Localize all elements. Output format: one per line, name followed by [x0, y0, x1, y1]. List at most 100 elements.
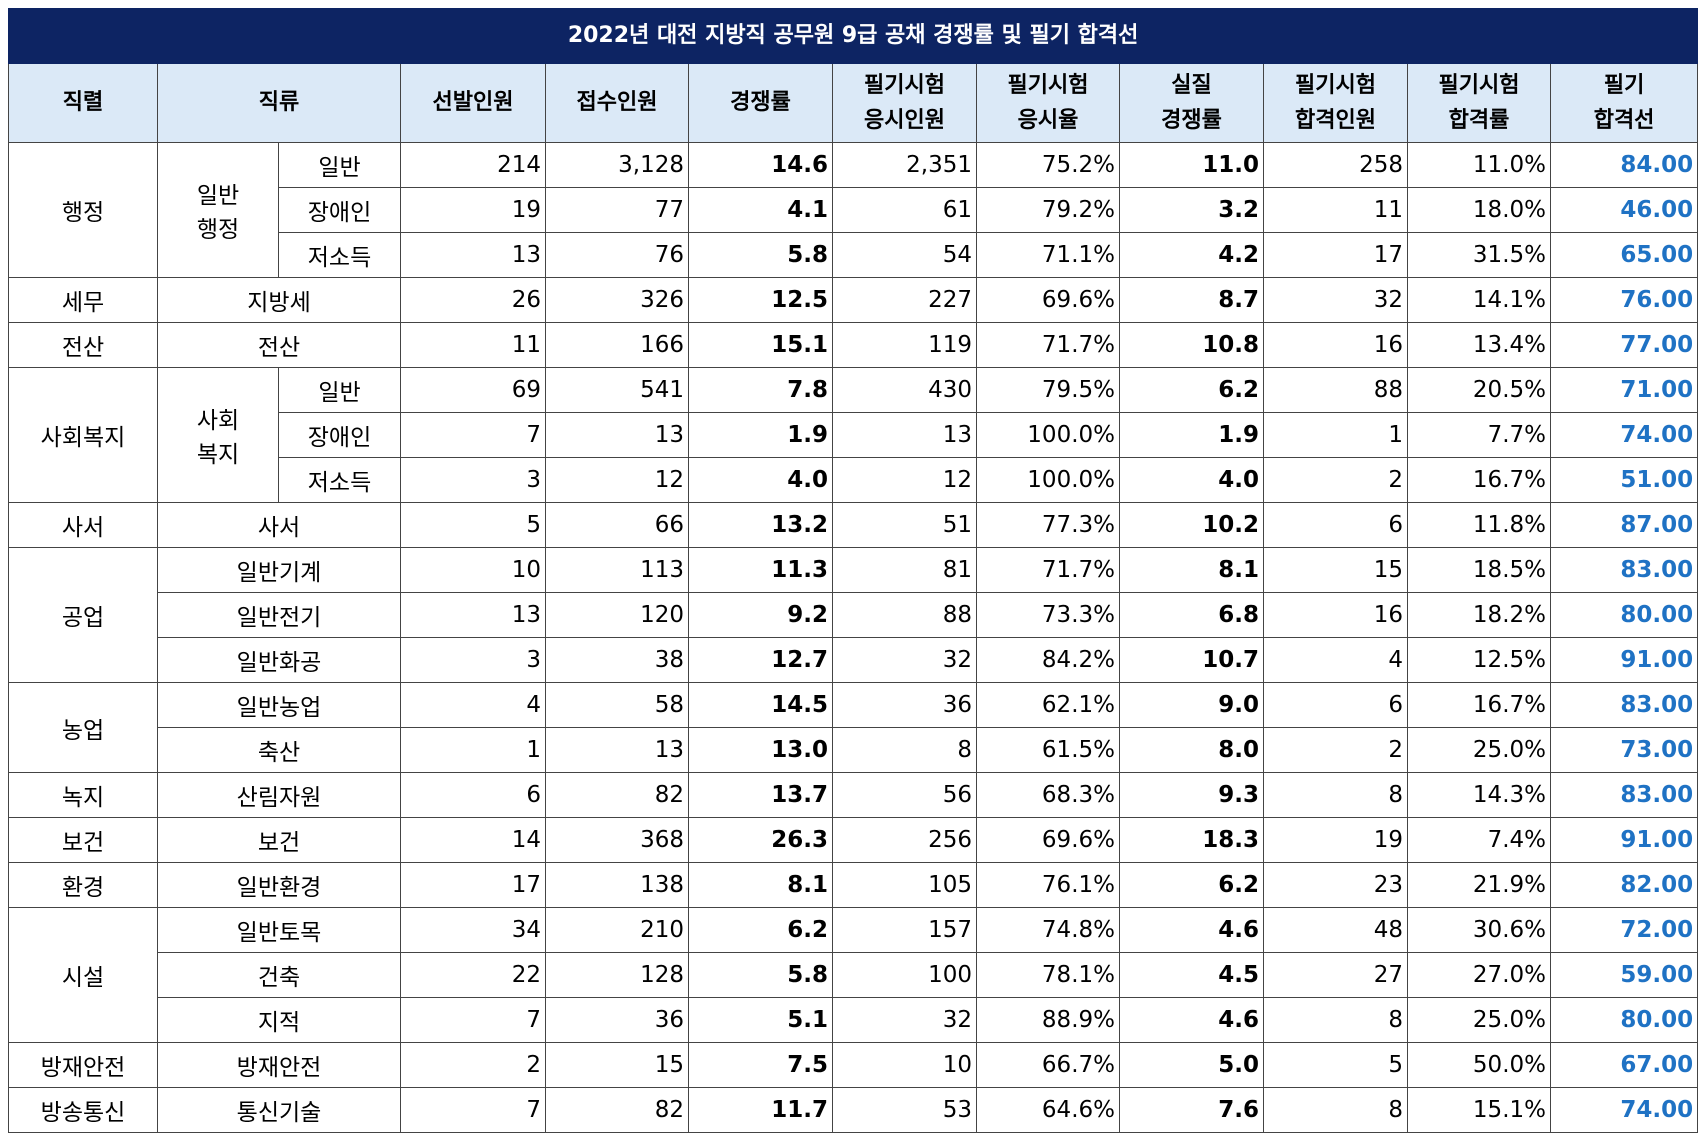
table-row: 저소득 13 76 5.8 54 71.1% 4.2 17 31.5% 65.0…: [9, 232, 1698, 278]
pass-count-cell: 48: [1263, 907, 1408, 953]
ratio-cell: 11.7: [688, 1087, 833, 1133]
pass-count-cell: 11: [1263, 187, 1408, 233]
header-real-ratio-line2: 경쟁률: [1161, 108, 1222, 133]
eungsi-cell: 2,351: [832, 142, 977, 188]
eungsi-cell: 53: [832, 1087, 977, 1133]
real-ratio-cell: 8.7: [1119, 277, 1264, 323]
sub-cell: 전산: [157, 322, 401, 368]
jeopsu-cell: 13: [545, 412, 689, 458]
seonbal-cell: 1: [400, 727, 546, 773]
pass-rate-cell: 14.1%: [1407, 277, 1551, 323]
eungsiyul-cell: 88.9%: [976, 997, 1120, 1043]
eungsiyul-cell: 84.2%: [976, 637, 1120, 683]
pass-count-cell: 32: [1263, 277, 1408, 323]
table-row: 방재안전 방재안전 2 15 7.5 10 66.7% 5.0 5 50.0% …: [8, 1042, 1698, 1088]
real-ratio-cell: 6.8: [1119, 592, 1264, 638]
eungsiyul-cell: 68.3%: [976, 772, 1120, 818]
ratio-cell: 8.1: [688, 862, 833, 908]
seonbal-cell: 2: [400, 1042, 546, 1088]
header-exam-takers-line1: 필기시험: [864, 72, 945, 98]
table-row: 저소득 3 12 4.0 12 100.0% 4.0 2 16.7% 51.00: [9, 457, 1698, 503]
sub-cell: 일반화공: [157, 637, 401, 683]
pass-count-cell: 16: [1263, 322, 1408, 368]
table-row: 행정 일반 행정 일반 214 3,128 14.6 2,351 75.2% 11…: [8, 142, 1698, 278]
table-row: 지적 7 36 5.1 32 88.9% 4.6 8 25.0% 80.00: [9, 997, 1698, 1043]
table-row: 세무 지방세 26 326 12.5 227 69.6% 8.7 32 14.1…: [8, 277, 1698, 323]
jeopsu-cell: 76: [545, 232, 689, 278]
cutoff-cell: 72.00: [1549, 907, 1698, 953]
cutoff-cell: 83.00: [1549, 772, 1698, 818]
sub-cell: 방재안전: [157, 1042, 401, 1088]
jeopsu-cell: 128: [545, 952, 689, 998]
pass-rate-cell: 31.5%: [1407, 232, 1551, 278]
eungsi-cell: 81: [832, 547, 977, 593]
group-cell: 세무: [8, 277, 158, 323]
pass-count-cell: 23: [1263, 862, 1408, 908]
pass-rate-cell: 50.0%: [1407, 1042, 1551, 1088]
ratio-cell: 9.2: [688, 592, 833, 638]
eungsiyul-cell: 78.1%: [976, 952, 1120, 998]
results-table: 2022년 대전 지방직 공무원 9급 공채 경쟁률 및 필기 합격선 직렬 직…: [7, 8, 1698, 1133]
eungsi-cell: 119: [832, 322, 977, 368]
table-row: 건축 22 128 5.8 100 78.1% 4.5 27 27.0% 59.…: [9, 952, 1698, 998]
ratio-cell: 15.1: [688, 322, 833, 368]
table-row: 축산 1 13 13.0 8 61.5% 8.0 2 25.0% 73.00: [9, 727, 1698, 773]
pass-count-cell: 6: [1263, 502, 1408, 548]
cutoff-cell: 74.00: [1549, 412, 1698, 458]
sub-cell: 일반: [278, 367, 401, 413]
table-row: 사회복지 사회 복지 일반 69 541 7.8 430 79.5% 6.2 88…: [8, 367, 1698, 503]
jeopsu-cell: 38: [545, 637, 689, 683]
seonbal-cell: 19: [400, 187, 546, 233]
jeopsu-cell: 326: [545, 277, 689, 323]
title-row: 2022년 대전 지방직 공무원 9급 공채 경쟁률 및 필기 합격선: [7, 8, 1698, 64]
cutoff-cell: 74.00: [1549, 1087, 1698, 1133]
eungsi-cell: 32: [832, 997, 977, 1043]
table-row: 전산 전산 11 166 15.1 119 71.7% 10.8 16 13.4…: [8, 322, 1698, 368]
pass-rate-cell: 11.8%: [1407, 502, 1551, 548]
eungsi-cell: 157: [832, 907, 977, 953]
header-pass-count-line2: 합격인원: [1295, 108, 1376, 133]
sub-cell: 장애인: [278, 412, 401, 458]
subgroup-cell: 일반 행정: [157, 142, 279, 278]
seonbal-cell: 11: [400, 322, 546, 368]
header-exam-rate-line2: 응시율: [1017, 108, 1079, 133]
ratio-cell: 5.8: [688, 232, 833, 278]
cutoff-cell: 82.00: [1549, 862, 1698, 908]
seonbal-cell: 17: [400, 862, 546, 908]
sub-cell: 통신기술: [157, 1087, 401, 1133]
jeopsu-cell: 12: [545, 457, 689, 503]
pass-count-cell: 88: [1263, 367, 1408, 413]
header-cutoff: 필기 합격선: [1549, 63, 1698, 143]
jeopsu-cell: 368: [545, 817, 689, 863]
seonbal-cell: 6: [400, 772, 546, 818]
jeopsu-cell: 77: [545, 187, 689, 233]
table-title: 2022년 대전 지방직 공무원 9급 공채 경쟁률 및 필기 합격선: [7, 8, 1698, 64]
cutoff-cell: 67.00: [1549, 1042, 1698, 1088]
seonbal-cell: 14: [400, 817, 546, 863]
jeopsu-cell: 82: [545, 1087, 689, 1133]
sub-cell: 보건: [157, 817, 401, 863]
eungsiyul-cell: 73.3%: [976, 592, 1120, 638]
pass-rate-cell: 18.2%: [1407, 592, 1551, 638]
pass-rate-cell: 14.3%: [1407, 772, 1551, 818]
header-exam-rate-line1: 필기시험: [1007, 72, 1089, 98]
eungsiyul-cell: 77.3%: [976, 502, 1120, 548]
eungsiyul-cell: 100.0%: [976, 457, 1120, 503]
header-exam-takers-line2: 응시인원: [864, 108, 945, 133]
pass-rate-cell: 18.5%: [1407, 547, 1551, 593]
eungsiyul-cell: 75.2%: [976, 142, 1120, 188]
pass-rate-cell: 16.7%: [1407, 457, 1551, 503]
cutoff-cell: 73.00: [1549, 727, 1698, 773]
cutoff-cell: 46.00: [1549, 187, 1698, 233]
header-cutoff-line1: 필기: [1603, 72, 1645, 98]
real-ratio-cell: 9.0: [1119, 682, 1264, 728]
ratio-cell: 6.2: [688, 907, 833, 953]
pass-count-cell: 258: [1263, 142, 1408, 188]
subgroup-line1: 일반: [196, 183, 240, 209]
subgroup-cell: 사회 복지: [157, 367, 279, 503]
sub-cell: 지적: [157, 997, 401, 1043]
group-cell: 보건: [8, 817, 158, 863]
ratio-cell: 7.5: [688, 1042, 833, 1088]
real-ratio-cell: 8.0: [1119, 727, 1264, 773]
group-cell: 사서: [8, 502, 158, 548]
